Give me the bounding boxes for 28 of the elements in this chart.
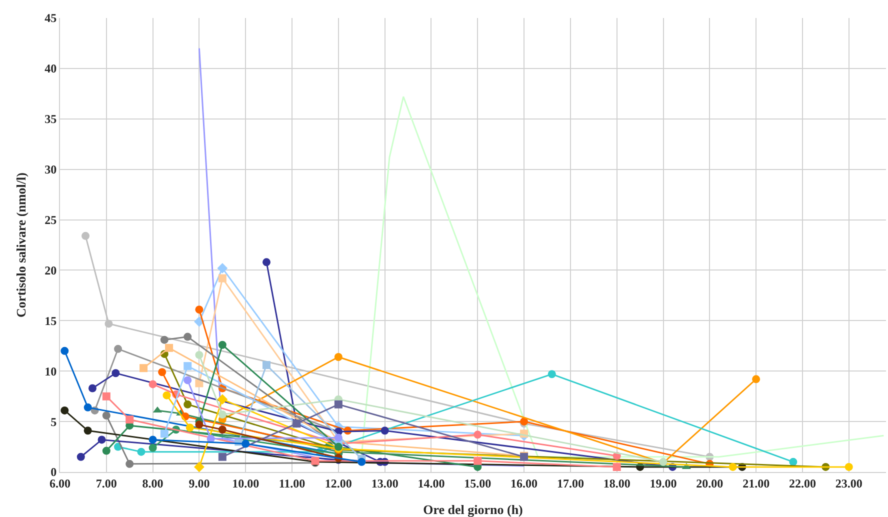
x-tick-label: 7.00 bbox=[96, 476, 117, 490]
x-tick-label: 23.00 bbox=[835, 476, 862, 490]
x-tick-label: 8.00 bbox=[142, 476, 164, 490]
y-tick-label: 5 bbox=[50, 414, 57, 429]
y-tick-label: 10 bbox=[44, 364, 57, 378]
x-axis-title: Ore del giorno (h) bbox=[423, 502, 523, 517]
y-tick-label: 35 bbox=[44, 112, 57, 126]
x-tick-label: 19.00 bbox=[650, 476, 677, 490]
x-tick-label: 20.00 bbox=[696, 476, 724, 490]
y-tick-label: 30 bbox=[44, 162, 57, 177]
y-axis-title: Cortisolo salivare (nmol/l) bbox=[14, 172, 29, 318]
x-tick-label: 16.00 bbox=[510, 476, 538, 490]
x-tick-label: 18.00 bbox=[603, 476, 630, 490]
x-tick-label: 12.00 bbox=[324, 476, 352, 490]
y-tick-label: 40 bbox=[44, 62, 57, 76]
x-tick-label: 10.00 bbox=[232, 476, 260, 490]
y-tick-label: 25 bbox=[44, 212, 57, 227]
x-tick-label: 9.00 bbox=[188, 476, 210, 490]
x-tick-label: 15.00 bbox=[464, 476, 492, 490]
y-tick-label: 45 bbox=[44, 11, 57, 26]
x-tick-label: 11.00 bbox=[278, 476, 306, 490]
y-tick-label: 20 bbox=[44, 263, 57, 278]
y-tick-label: 15 bbox=[44, 314, 57, 328]
x-tick-label: 17.00 bbox=[556, 476, 584, 490]
x-tick-label: 21.00 bbox=[742, 476, 770, 490]
x-tick-label: 13.00 bbox=[371, 476, 398, 490]
x-tick-label: 22.00 bbox=[788, 476, 816, 490]
x-tick-label: 14.00 bbox=[418, 476, 445, 490]
